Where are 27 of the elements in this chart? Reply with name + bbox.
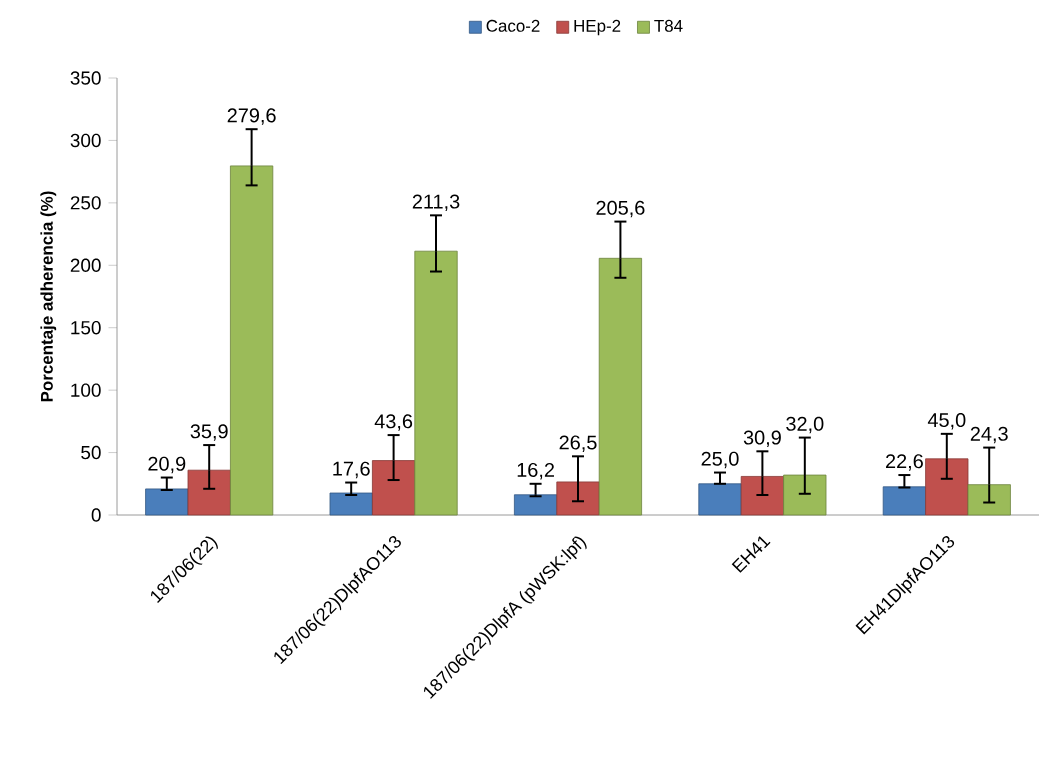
y-tick-label: 200: [70, 258, 101, 272]
data-label: 17,6: [333, 461, 370, 479]
legend-label: HEp-2: [574, 19, 621, 36]
y-tick-label: 350: [70, 71, 101, 85]
y-tick-label: 300: [70, 133, 101, 148]
data-label: 22,6: [886, 454, 923, 471]
data-label: 30,9: [743, 430, 781, 447]
data-label: 43,6: [374, 414, 413, 431]
data-label: 26,5: [559, 435, 597, 452]
legend-label: Caco-2: [486, 19, 540, 32]
data-label: 279,6: [227, 108, 276, 125]
y-tick-label: 50: [81, 445, 101, 460]
data-label: 20,9: [148, 456, 186, 474]
data-label: 205,6: [596, 200, 645, 218]
data-label: 211,3: [412, 194, 460, 211]
data-label: 35,9: [190, 424, 228, 441]
y-tick-label: 150: [71, 321, 101, 335]
legend-label: T84: [654, 19, 683, 32]
data-label: 24,3: [970, 426, 1008, 444]
data-label: 45,0: [927, 412, 966, 430]
y-axis-title: Porcentaje adherencia (%): [40, 191, 57, 402]
data-label: 25,0: [701, 451, 739, 469]
data-label: 16,2: [517, 462, 554, 480]
y-tick-label: 0: [91, 508, 101, 522]
data-label: 32,0: [786, 416, 824, 434]
y-tick-label: 100: [71, 383, 101, 397]
y-tick-label: 250: [70, 196, 101, 210]
